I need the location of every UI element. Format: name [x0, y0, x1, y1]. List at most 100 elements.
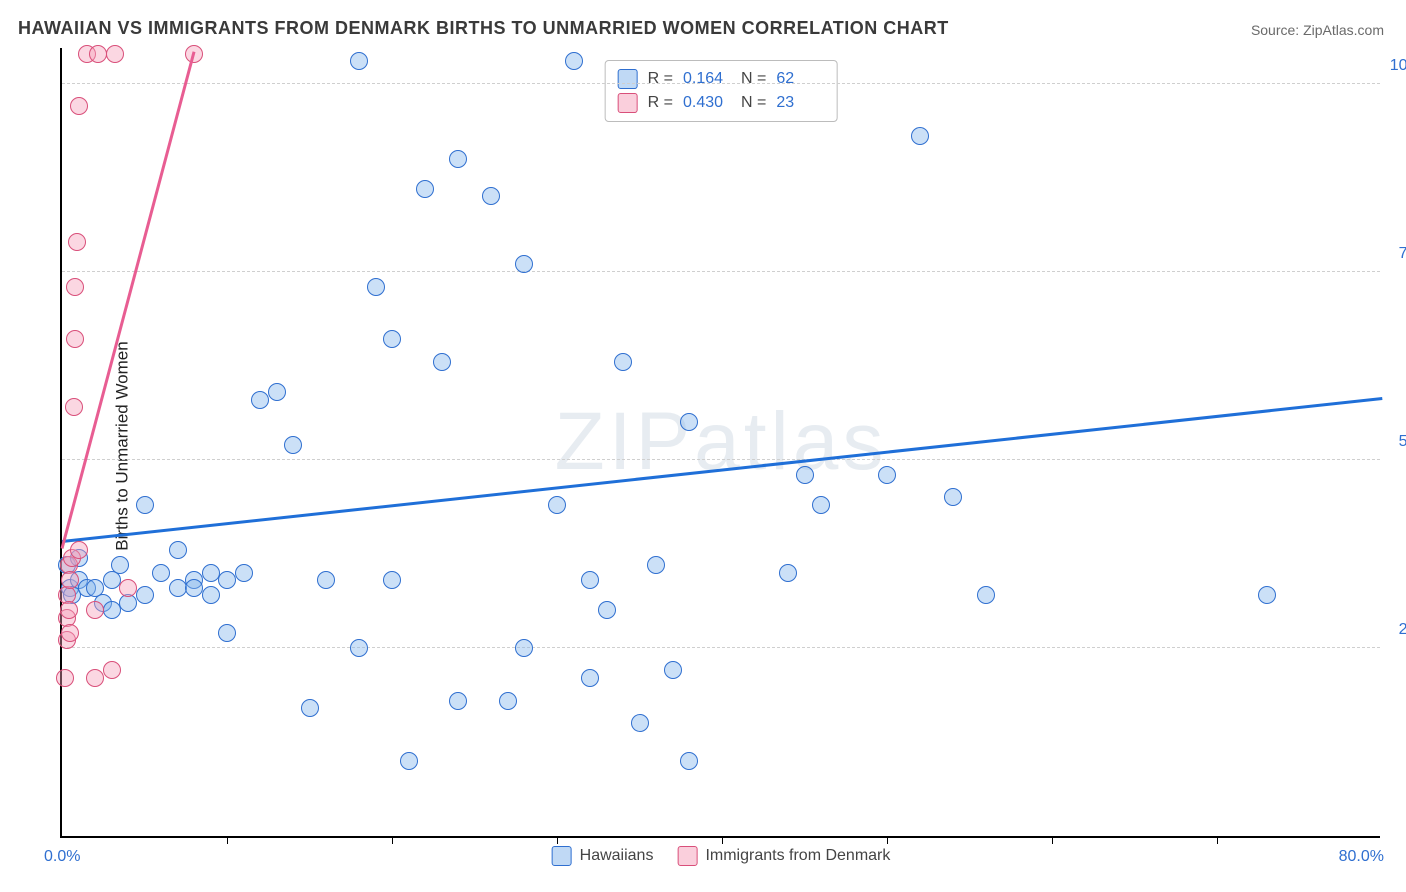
data-point [119, 579, 137, 597]
data-point [944, 488, 962, 506]
gridline [62, 271, 1380, 272]
data-point [449, 150, 467, 168]
r-label: R = [648, 94, 673, 112]
data-point [56, 669, 74, 687]
trend-line [62, 397, 1382, 543]
data-point [61, 624, 79, 642]
n-label: N = [741, 70, 766, 88]
y-tick-label: 25.0% [1384, 621, 1406, 639]
data-point [581, 571, 599, 589]
x-tick [557, 836, 558, 844]
x-tick [227, 836, 228, 844]
data-point [911, 127, 929, 145]
data-point [86, 601, 104, 619]
data-point [251, 391, 269, 409]
data-point [433, 353, 451, 371]
correlation-legend: R = 0.164 N = 62 R = 0.430 N = 23 [605, 60, 838, 122]
data-point [169, 579, 187, 597]
data-point [614, 353, 632, 371]
r-value-denmark: 0.430 [683, 94, 731, 112]
data-point [499, 692, 517, 710]
data-point [235, 564, 253, 582]
legend-item-denmark: Immigrants from Denmark [677, 846, 890, 866]
data-point [70, 97, 88, 115]
data-point [268, 383, 286, 401]
n-value-denmark: 23 [776, 94, 824, 112]
data-point [66, 278, 84, 296]
trend-line [61, 52, 196, 549]
data-point [400, 752, 418, 770]
n-label: N = [741, 94, 766, 112]
data-point [89, 45, 107, 63]
source-attribution: Source: ZipAtlas.com [1251, 22, 1384, 38]
data-point [103, 601, 121, 619]
legend-label-hawaiians: Hawaiians [580, 847, 654, 865]
data-point [383, 330, 401, 348]
data-point [416, 180, 434, 198]
n-value-hawaiians: 62 [776, 70, 824, 88]
x-tick [887, 836, 888, 844]
y-tick-label: 100.0% [1384, 57, 1406, 75]
gridline [62, 459, 1380, 460]
y-tick-label: 50.0% [1384, 433, 1406, 451]
legend-item-hawaiians: Hawaiians [552, 846, 654, 866]
data-point [136, 586, 154, 604]
swatch-denmark-icon [677, 846, 697, 866]
data-point [60, 601, 78, 619]
data-point [202, 586, 220, 604]
chart-title: HAWAIIAN VS IMMIGRANTS FROM DENMARK BIRT… [18, 18, 949, 39]
y-tick-label: 75.0% [1384, 245, 1406, 263]
x-tick [722, 836, 723, 844]
legend-row-hawaiians: R = 0.164 N = 62 [618, 67, 825, 91]
data-point [350, 52, 368, 70]
plot-area: ZIPatlas 0.0% 80.0% R = 0.164 N = 62 R =… [60, 48, 1380, 838]
data-point [152, 564, 170, 582]
data-point [70, 541, 88, 559]
data-point [218, 624, 236, 642]
data-point [878, 466, 896, 484]
data-point [185, 579, 203, 597]
data-point [977, 586, 995, 604]
swatch-hawaiians-icon [618, 69, 638, 89]
data-point [367, 278, 385, 296]
data-point [647, 556, 665, 574]
data-point [317, 571, 335, 589]
data-point [1258, 586, 1276, 604]
watermark-text: ZIPatlas [555, 395, 888, 489]
data-point [383, 571, 401, 589]
x-tick [1217, 836, 1218, 844]
data-point [66, 330, 84, 348]
data-point [482, 187, 500, 205]
data-point [515, 639, 533, 657]
gridline [62, 647, 1380, 648]
data-point [106, 45, 124, 63]
x-tick [392, 836, 393, 844]
series-legend: Hawaiians Immigrants from Denmark [552, 846, 891, 866]
data-point [680, 413, 698, 431]
x-axis-max-label: 80.0% [1339, 848, 1384, 866]
data-point [812, 496, 830, 514]
r-label: R = [648, 70, 673, 88]
data-point [350, 639, 368, 657]
data-point [565, 52, 583, 70]
x-axis-min-label: 0.0% [44, 848, 80, 866]
swatch-hawaiians-icon [552, 846, 572, 866]
data-point [515, 255, 533, 273]
data-point [61, 571, 79, 589]
data-point [65, 398, 83, 416]
data-point [779, 564, 797, 582]
data-point [598, 601, 616, 619]
data-point [631, 714, 649, 732]
data-point [136, 496, 154, 514]
data-point [796, 466, 814, 484]
data-point [86, 669, 104, 687]
data-point [202, 564, 220, 582]
data-point [68, 233, 86, 251]
data-point [169, 541, 187, 559]
legend-row-denmark: R = 0.430 N = 23 [618, 91, 825, 115]
data-point [548, 496, 566, 514]
data-point [664, 661, 682, 679]
data-point [680, 752, 698, 770]
data-point [103, 661, 121, 679]
chart-container: HAWAIIAN VS IMMIGRANTS FROM DENMARK BIRT… [0, 0, 1406, 892]
